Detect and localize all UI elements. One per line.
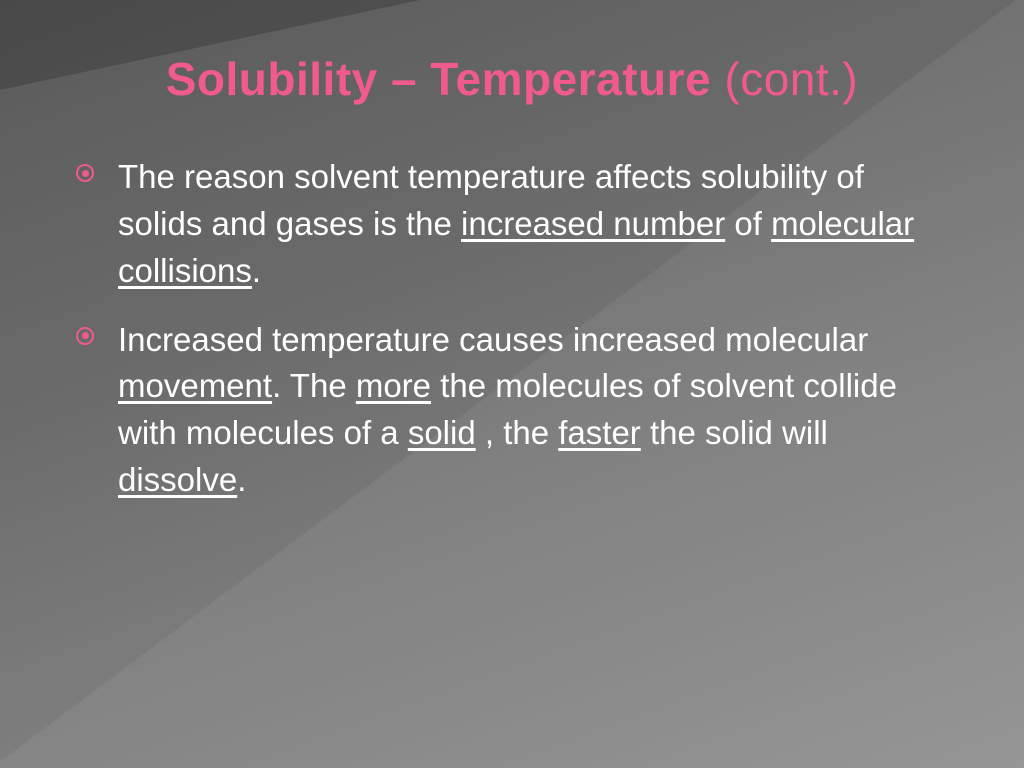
- list-item: The reason solvent temperature affects s…: [70, 154, 954, 295]
- list-item-text: Increased temperature causes increased m…: [118, 321, 897, 499]
- underlined-text: dissolve: [118, 461, 237, 498]
- slide-title: Solubility – Temperature (cont.): [70, 52, 954, 106]
- bullet-icon: [76, 327, 94, 345]
- body-text: .: [252, 252, 261, 289]
- body-text: .: [237, 461, 246, 498]
- list-item-text: The reason solvent temperature affects s…: [118, 158, 914, 289]
- underlined-text: increased number: [461, 205, 725, 242]
- body-text: of: [725, 205, 771, 242]
- underlined-text: faster: [558, 414, 641, 451]
- body-text: , the: [476, 414, 559, 451]
- bullet-list: The reason solvent temperature affects s…: [70, 154, 954, 504]
- body-text: the solid will: [641, 414, 828, 451]
- body-text: Increased temperature causes increased m…: [118, 321, 868, 358]
- slide-content: Solubility – Temperature (cont.) The rea…: [0, 0, 1024, 768]
- list-item: Increased temperature causes increased m…: [70, 317, 954, 504]
- title-main: Solubility – Temperature: [166, 53, 711, 105]
- bullet-icon: [76, 164, 94, 182]
- underlined-text: solid: [408, 414, 476, 451]
- underlined-text: movement: [118, 367, 272, 404]
- title-continuation: (cont.): [711, 53, 858, 105]
- underlined-text: more: [356, 367, 431, 404]
- body-text: . The: [272, 367, 356, 404]
